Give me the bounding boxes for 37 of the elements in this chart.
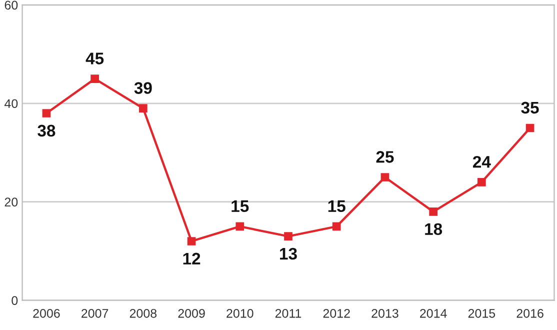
point: [526, 124, 534, 132]
x-tick-label: 2006: [33, 308, 60, 318]
y-tick-label: 20: [4, 198, 18, 206]
point: [478, 178, 486, 186]
point: [380, 173, 390, 182]
x-tick-label: 2012: [323, 308, 350, 318]
x-tick-label: 2016: [516, 308, 544, 318]
point: [187, 237, 196, 246]
x-tick-label: 2014: [420, 308, 447, 318]
data-label: 24: [472, 156, 491, 168]
data-label: 18: [425, 223, 442, 236]
point: [139, 104, 148, 112]
x-tick-label: 2010: [226, 308, 254, 318]
x-tick-label: 2013: [372, 308, 398, 318]
x-tick-label: 2007: [82, 308, 108, 318]
data-label: 15: [232, 200, 249, 212]
x-tick-label: 2011: [275, 308, 302, 318]
data-label: 15: [328, 200, 346, 212]
point: [332, 222, 341, 231]
point: [236, 222, 244, 231]
data-label: 35: [521, 102, 539, 114]
point: [90, 74, 99, 83]
data-label: 45: [86, 52, 104, 64]
data-label: 12: [183, 252, 200, 264]
y-tick-label: 60: [4, 0, 18, 10]
y-tick-label: 0: [12, 296, 18, 305]
x-tick-label: 2015: [468, 308, 496, 318]
point: [42, 109, 51, 118]
x-tick-label: 2009: [178, 308, 205, 318]
x-tick-label: 2008: [130, 308, 157, 318]
y-tick-label: 40: [4, 99, 18, 108]
data-label: 39: [134, 82, 152, 94]
data-label: 25: [376, 151, 394, 163]
point: [284, 232, 292, 240]
data-label: 13: [280, 248, 297, 260]
point: [429, 208, 438, 216]
data-label: 38: [38, 124, 56, 137]
